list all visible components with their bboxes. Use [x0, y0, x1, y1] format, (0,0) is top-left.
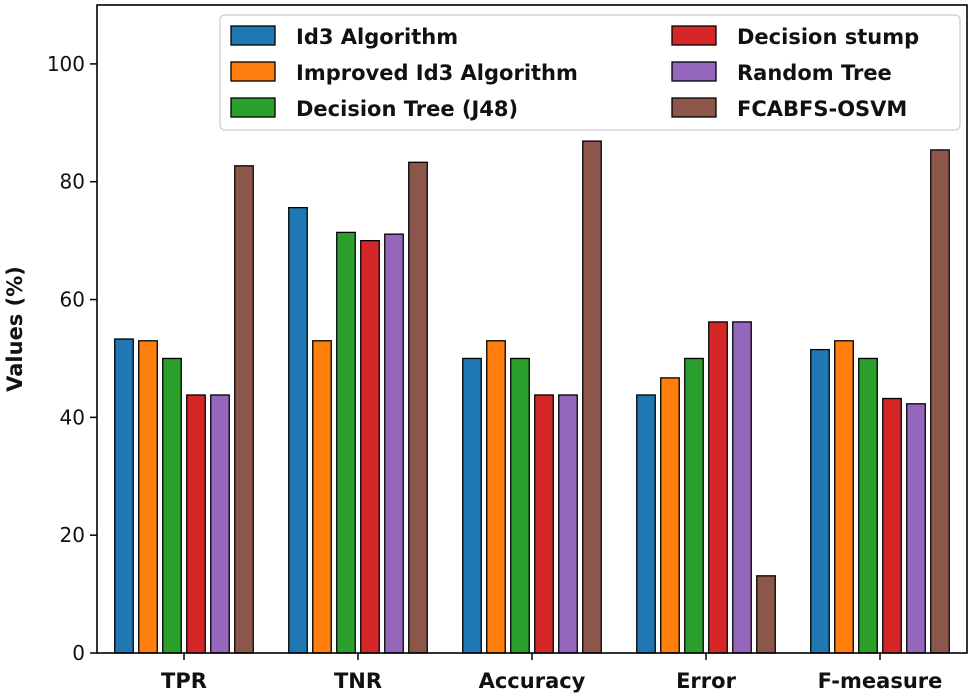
x-tick-label: F-measure [818, 669, 943, 693]
bar-tpr-series-5 [234, 165, 254, 654]
bar-f-measure-series-3 [882, 397, 902, 654]
x-tick-label: Accuracy [479, 669, 586, 693]
y-axis-title: Values (%) [3, 266, 27, 392]
bar-error-series-3 [708, 321, 728, 654]
bar-accuracy-series-3 [534, 394, 554, 654]
bar-tnr-series-3 [360, 239, 380, 654]
bar-tnr-series-2 [336, 231, 356, 654]
legend-label: Decision stump [737, 25, 919, 49]
y-tick-label: 40 [60, 405, 85, 429]
bar-accuracy-series-2 [510, 357, 530, 654]
legend: Id3 Algorithm Improved Id3 Algorithm Decis… [219, 14, 961, 131]
legend-label: Id3 Algorithm [296, 25, 458, 49]
bar-tpr-series-1 [138, 340, 158, 654]
legend-swatch [671, 25, 717, 46]
legend-swatch [230, 97, 276, 118]
y-tick-label: 0 [72, 641, 85, 665]
bar-tnr-series-4 [384, 233, 404, 654]
bars-group [114, 140, 950, 654]
bar-f-measure-series-2 [858, 357, 878, 654]
bar-error-series-1 [660, 377, 680, 654]
y-tick-label: 100 [47, 52, 85, 76]
legend-swatch [230, 25, 276, 46]
y-tick-label: 60 [60, 288, 85, 312]
bar-f-measure-series-5 [930, 149, 950, 654]
bar-f-measure-series-4 [906, 403, 926, 654]
legend-label: Decision Tree (J48) [296, 97, 518, 121]
x-tick-label: Error [676, 669, 736, 693]
bar-f-measure-series-1 [834, 340, 854, 654]
bar-error-series-5 [756, 575, 776, 654]
bar-tpr-series-3 [186, 394, 206, 654]
bar-tnr-series-1 [312, 340, 332, 654]
bar-tnr-series-5 [408, 161, 428, 654]
legend-swatch [671, 97, 717, 118]
x-tick-label: TNR [334, 669, 382, 693]
y-tick-label: 20 [60, 523, 85, 547]
bar-f-measure-series-0 [810, 348, 830, 654]
bar-tpr-series-4 [210, 394, 230, 654]
bar-error-series-0 [636, 394, 656, 654]
x-axis: TPR TNR Accuracy Error F-measure [161, 653, 942, 693]
bar-accuracy-series-4 [558, 394, 578, 654]
legend-label: Improved Id3 Algorithm [296, 61, 578, 85]
y-axis: 0 20 40 60 80 100 [47, 52, 97, 665]
bar-accuracy-series-5 [582, 140, 602, 654]
legend-swatch [230, 61, 276, 82]
bar-accuracy-series-0 [462, 357, 482, 654]
legend-frame [219, 14, 961, 131]
legend-label: Random Tree [737, 61, 892, 85]
bar-tpr-series-0 [114, 338, 134, 654]
bar-tpr-series-2 [162, 357, 182, 654]
bar-error-series-4 [732, 321, 752, 654]
legend-label: FCABFS-OSVM [737, 97, 907, 121]
bar-accuracy-series-1 [486, 340, 506, 654]
y-tick-label: 80 [60, 170, 85, 194]
legend-swatch [671, 61, 717, 82]
bar-tnr-series-0 [288, 206, 308, 654]
bar-error-series-2 [684, 357, 704, 654]
x-tick-label: TPR [161, 669, 207, 693]
